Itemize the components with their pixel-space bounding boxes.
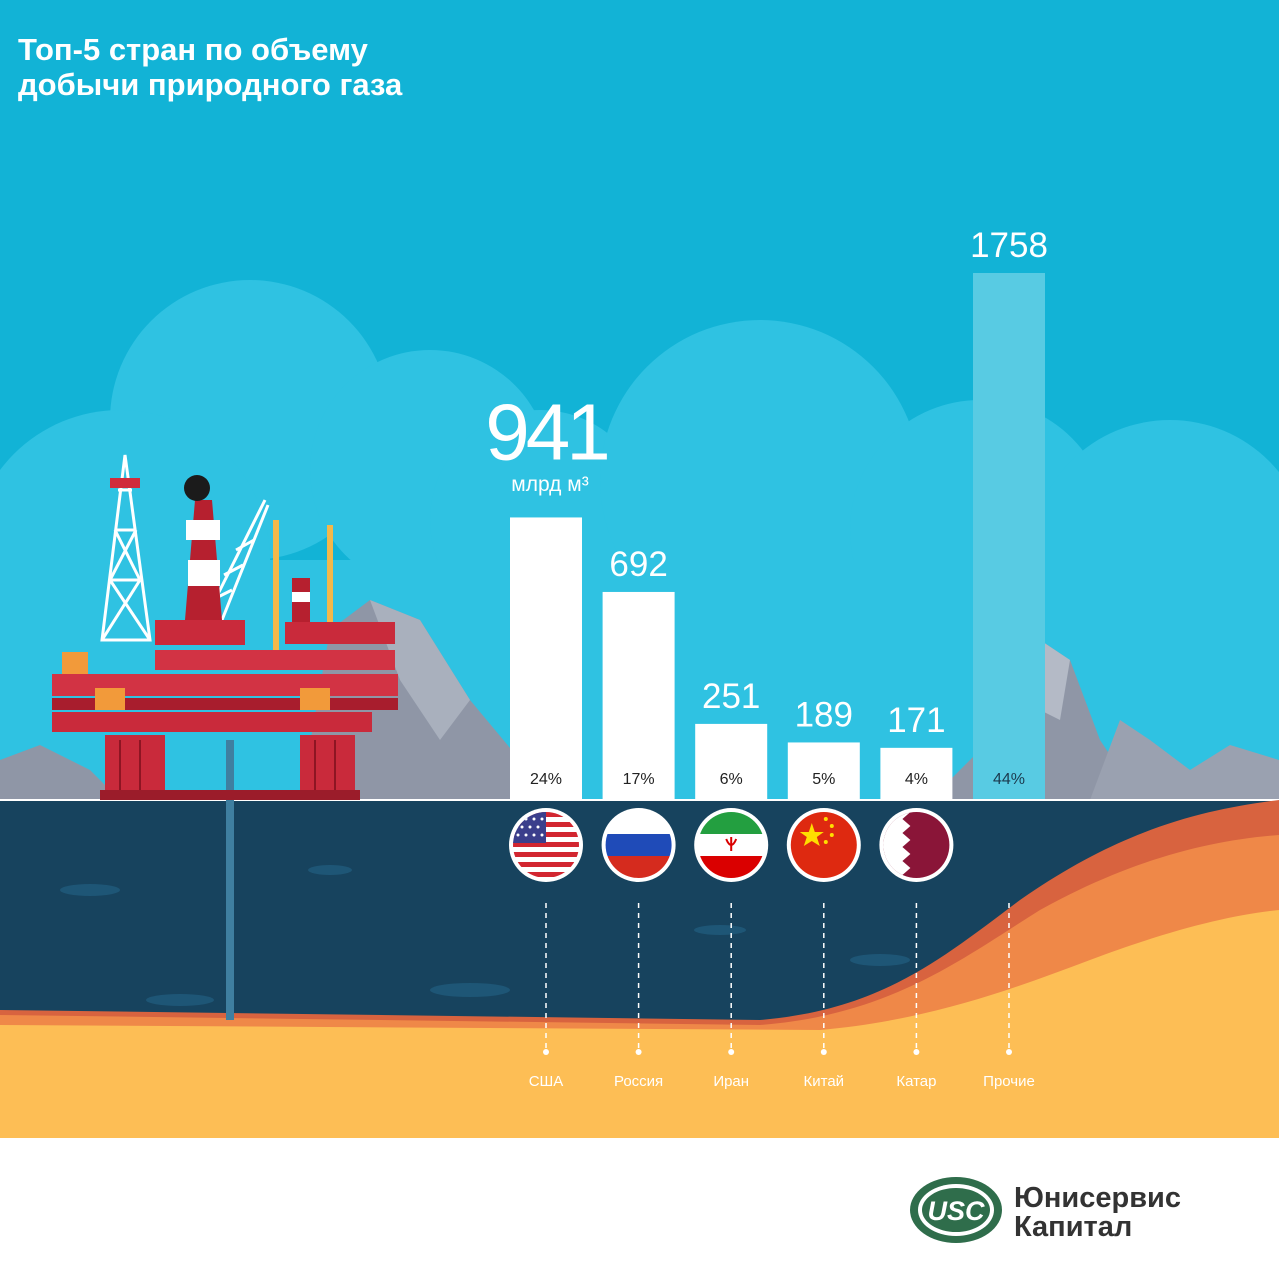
logo-mark-text: USC	[927, 1196, 985, 1226]
page-title: Топ-5 стран по объему добычи природного …	[18, 32, 538, 102]
bar-0	[510, 517, 582, 799]
iran-flag-icon	[694, 808, 769, 882]
value-label-1: 692	[609, 545, 667, 584]
bar-5	[973, 273, 1045, 799]
category-label-group: США Россия Иран Китай Катар Прочие	[529, 1073, 1035, 1090]
logo-name-line1: Юнисервис	[1014, 1182, 1181, 1214]
value-label-0: 941	[485, 387, 607, 476]
share-label-5: 44%	[993, 771, 1025, 788]
share-label-0: 24%	[530, 771, 562, 788]
share-label-2: 6%	[720, 771, 743, 788]
flag-group	[509, 808, 954, 882]
usa-flag-icon	[509, 808, 583, 882]
category-label-1: Россия	[614, 1073, 663, 1090]
title-line-2: добычи природного газа	[18, 67, 403, 102]
footer	[0, 1138, 1279, 1280]
share-label-group: 24% 17% 6% 5% 4% 44%	[530, 771, 1025, 788]
usc-logo-icon: USC	[910, 1177, 1002, 1243]
leader-dot-5	[1006, 1049, 1012, 1055]
oil-rig-illustration	[52, 454, 398, 1020]
leader-dot-0	[543, 1049, 549, 1055]
category-label-3: Китай	[804, 1073, 845, 1090]
category-label-4: Катар	[896, 1073, 936, 1090]
leader-dot-4	[913, 1049, 920, 1055]
value-label-4: 171	[887, 701, 945, 740]
bar-group	[510, 273, 1045, 799]
title-line-1: Топ-5 стран по объему	[18, 32, 368, 67]
leader-line-group	[543, 903, 1012, 1055]
value-label-5: 1758	[970, 226, 1048, 265]
bar-3	[787, 742, 860, 799]
sand-layer	[0, 910, 1279, 1138]
qatar-flag-icon	[879, 808, 954, 882]
value-label-group: 941 692 251 189 171 1758	[485, 226, 1048, 740]
share-label-1: 17%	[623, 771, 655, 788]
logo-name-line2: Капитал	[1014, 1211, 1132, 1243]
bar-2	[695, 723, 768, 799]
unit-label: млрд м³	[511, 473, 588, 496]
value-label-3: 189	[795, 695, 853, 734]
bar-1	[602, 591, 675, 799]
leader-dot-3	[820, 1049, 827, 1055]
share-label-3: 5%	[812, 771, 835, 788]
leader-dot-2	[728, 1049, 735, 1055]
russia-flag-icon	[601, 808, 676, 882]
china-flag-icon	[786, 808, 861, 882]
seabed-stones	[60, 865, 910, 1006]
bar-4	[880, 747, 953, 799]
category-label-2: Иран	[713, 1073, 749, 1090]
leader-dot-1	[635, 1049, 642, 1055]
share-label-4: 4%	[905, 771, 928, 788]
value-label-2: 251	[702, 677, 760, 716]
category-label-5: Прочие	[983, 1073, 1035, 1090]
category-label-0: США	[529, 1073, 564, 1090]
